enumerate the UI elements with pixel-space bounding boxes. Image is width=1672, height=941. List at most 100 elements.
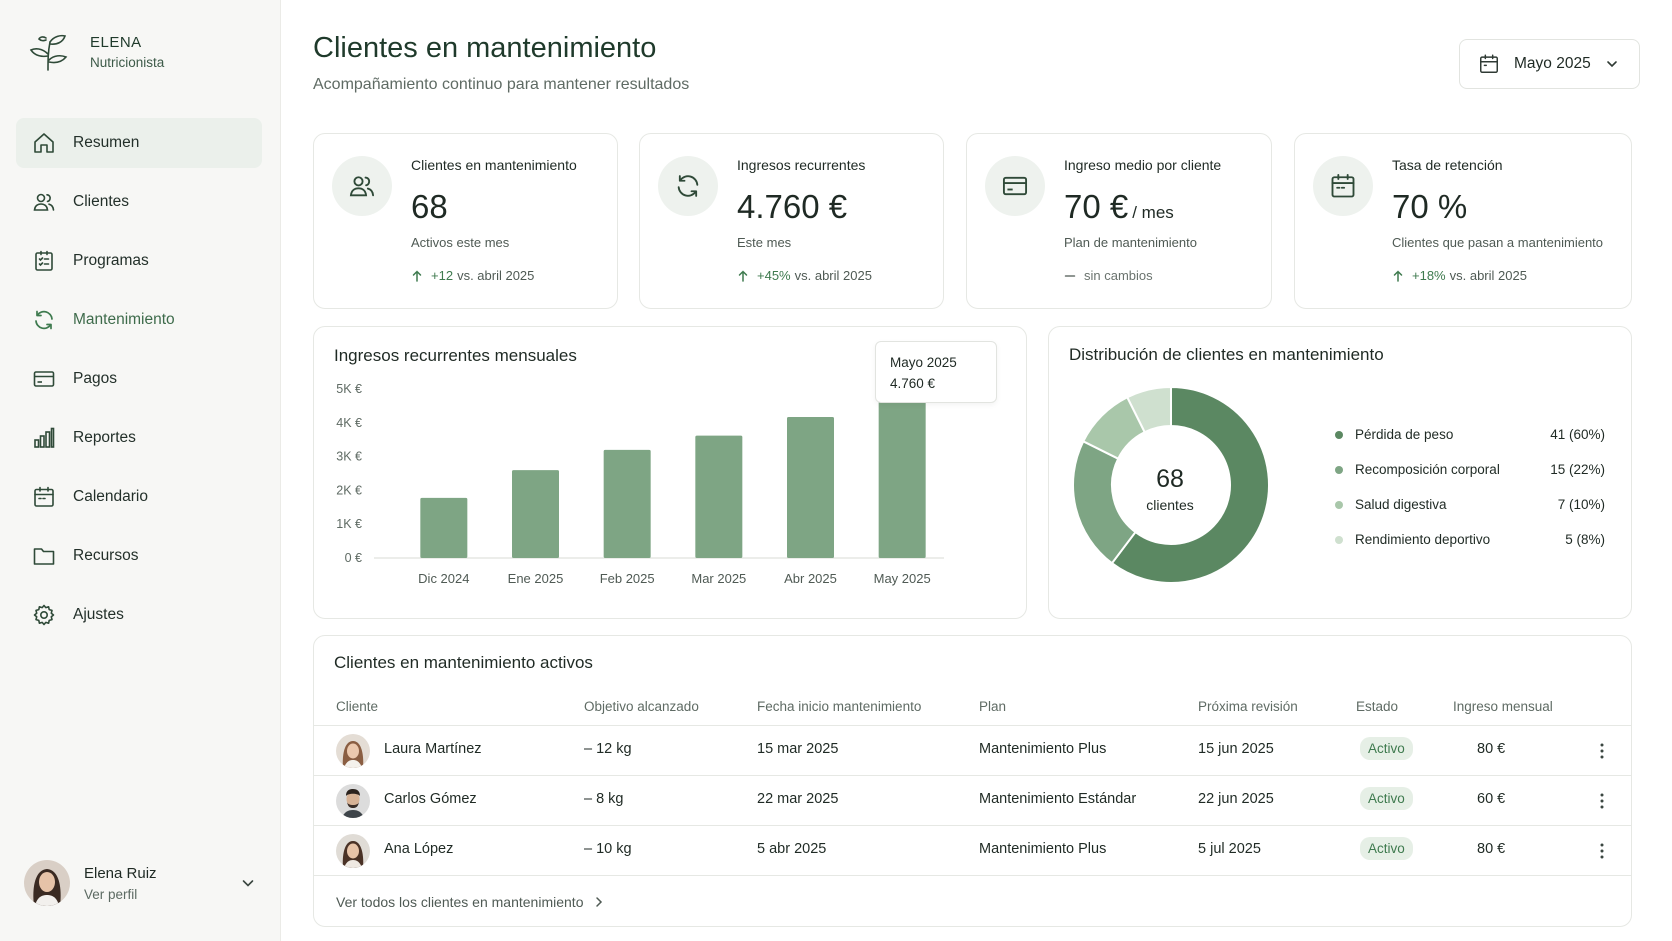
chevron-right-icon	[596, 897, 603, 907]
brand-name: ELENA	[90, 34, 142, 51]
kpi-change-value: +45%	[757, 268, 791, 283]
kpi-icon	[658, 156, 718, 216]
calendar-icon	[1480, 54, 1498, 73]
column-header: Objetivo alcanzado	[584, 699, 699, 714]
bar[interactable]	[878, 397, 926, 558]
client-name: Ana López	[384, 841, 454, 857]
sidebar-item-reportes[interactable]: Reportes	[16, 413, 262, 463]
y-tick-label: 5K €	[336, 382, 362, 396]
table-row[interactable]: Laura Martínez – 12 kg 15 mar 2025 Mante…	[314, 726, 1631, 776]
client-goal: – 10 kg	[584, 841, 632, 857]
kpi-title: Tasa de retención	[1392, 157, 1503, 173]
client-plan: Mantenimiento Plus	[979, 841, 1107, 857]
legend-dot	[1335, 535, 1343, 544]
sidebar-item-label: Ajustes	[73, 606, 124, 623]
donut-slice[interactable]	[1125, 385, 1172, 434]
home-icon	[34, 133, 54, 153]
legend-label: Recomposición corporal	[1355, 462, 1500, 477]
more-vertical-icon[interactable]	[1592, 790, 1612, 812]
kpi-change-value: +18%	[1412, 268, 1446, 283]
avatar	[336, 834, 370, 868]
gear-icon	[33, 604, 55, 626]
bar[interactable]	[420, 497, 468, 558]
month-selector[interactable]: Mayo 2025	[1459, 39, 1640, 89]
donut-legend: Pérdida de peso 41 (60%) Recomposición cor…	[1335, 417, 1605, 557]
column-header: Ingreso mensual	[1453, 699, 1553, 714]
donut-slice[interactable]	[1110, 385, 1270, 584]
avatar	[24, 860, 70, 906]
more-vertical-icon[interactable]	[1592, 740, 1612, 762]
client-monthly-income: 80 €	[1477, 841, 1506, 857]
sidebar-item-label: Recursos	[73, 547, 139, 564]
more-vertical-icon[interactable]	[1592, 840, 1612, 862]
client-goal: – 8 kg	[584, 791, 624, 807]
sidebar-item-programas[interactable]: Programas	[16, 236, 262, 286]
kpi-value: 70 € / mes	[1064, 188, 1174, 225]
column-header: Próxima revisión	[1198, 699, 1298, 714]
kpi-change-text: vs. abril 2025	[1449, 268, 1527, 283]
bar[interactable]	[603, 449, 651, 558]
legend-value: 15 (22%)	[1550, 462, 1605, 477]
legend-item: Salud digestiva 7 (10%)	[1335, 487, 1605, 522]
client-name: Carlos Gómez	[384, 791, 477, 807]
chevron-down-icon[interactable]	[240, 875, 256, 891]
profile-link[interactable]: Ver perfil	[84, 886, 138, 902]
kpi-value: 4.760 €	[737, 188, 848, 225]
x-tick-label: Abr 2025	[784, 571, 837, 586]
status-badge: Activo	[1360, 837, 1413, 860]
sidebar-item-pagos[interactable]: Pagos	[16, 354, 262, 404]
sidebar-item-clientes[interactable]: Clientes	[16, 177, 262, 227]
donut-center: 68 clientes	[1105, 465, 1235, 513]
client-name: Laura Martínez	[384, 741, 482, 757]
column-header: Estado	[1356, 699, 1399, 714]
legend-dot	[1335, 430, 1343, 439]
chevron-down-icon	[1606, 61, 1617, 68]
sidebar-item-resumen[interactable]: Resumen	[16, 118, 262, 168]
sidebar-item-label: Mantenimiento	[73, 311, 175, 328]
column-header: Cliente	[336, 699, 379, 714]
bar[interactable]	[512, 470, 559, 558]
y-tick-label: 4K €	[336, 416, 362, 430]
y-tick-label: 2K €	[336, 483, 362, 497]
kpi-subtitle: Plan de mantenimiento	[1064, 235, 1197, 250]
client-plan: Mantenimiento Plus	[979, 741, 1107, 757]
kpi-title: Clientes en mantenimiento	[411, 157, 577, 173]
sidebar-item-ajustes[interactable]: Ajustes	[16, 590, 262, 640]
sidebar-item-label: Pagos	[73, 370, 117, 387]
table-row[interactable]: Carlos Gómez – 8 kg 22 mar 2025 Mantenim…	[314, 776, 1631, 826]
client-monthly-income: 60 €	[1477, 791, 1506, 807]
legend-dot	[1335, 465, 1343, 474]
client-goal: – 12 kg	[584, 741, 632, 757]
kpi-value: 70 %	[1392, 188, 1468, 225]
sidebar-item-calendario[interactable]: Calendario	[16, 472, 262, 522]
kpi-card-ingreso-medio: Ingreso medio por cliente 70 € / mes Plan…	[966, 133, 1272, 309]
profile-menu[interactable]: Elena Ruiz Ver perfil	[24, 858, 256, 908]
table-row[interactable]: Ana López – 10 kg 5 abr 2025 Mantenimien…	[314, 826, 1631, 876]
bar[interactable]	[695, 435, 743, 558]
arrow-up-icon	[412, 269, 422, 282]
view-all-clients-link[interactable]: Ver todos los clientes en mantenimiento	[336, 894, 605, 910]
legend-value: 5 (8%)	[1565, 532, 1605, 547]
active-clients-table: Clientes en mantenimiento activos Client…	[313, 635, 1632, 927]
kpi-subtitle: Activos este mes	[411, 235, 510, 250]
kpi-unit: / mes	[1132, 203, 1174, 222]
legend-value: 7 (10%)	[1557, 497, 1605, 512]
arrow-up-icon	[1393, 269, 1403, 282]
client-next-review: 5 jul 2025	[1198, 841, 1261, 857]
bar[interactable]	[787, 417, 834, 558]
column-header: Plan	[979, 699, 1007, 714]
sidebar-item-recursos[interactable]: Recursos	[16, 531, 262, 581]
folder-icon	[33, 548, 55, 565]
view-all-label: Ver todos los clientes en mantenimiento	[336, 894, 584, 910]
calendar-icon	[34, 486, 54, 507]
x-tick-label: Feb 2025	[600, 571, 655, 586]
revenue-bar-chart: 0 € 1K € 2K € 3K € 4K € 5K € Dic 2024 Ene 2025 F…	[336, 382, 944, 586]
sidebar-item-mantenimiento[interactable]: Mantenimiento	[16, 295, 262, 345]
distribution-card: Distribución de clientes en mantenimient…	[1048, 326, 1632, 619]
table-title: Clientes en mantenimiento activos	[334, 653, 593, 672]
calendar-icon	[1331, 173, 1355, 198]
profile-name: Elena Ruiz	[84, 864, 157, 882]
dash-icon	[1064, 274, 1076, 277]
kpi-value: 68	[411, 188, 448, 225]
y-tick-label: 0 €	[345, 551, 362, 565]
